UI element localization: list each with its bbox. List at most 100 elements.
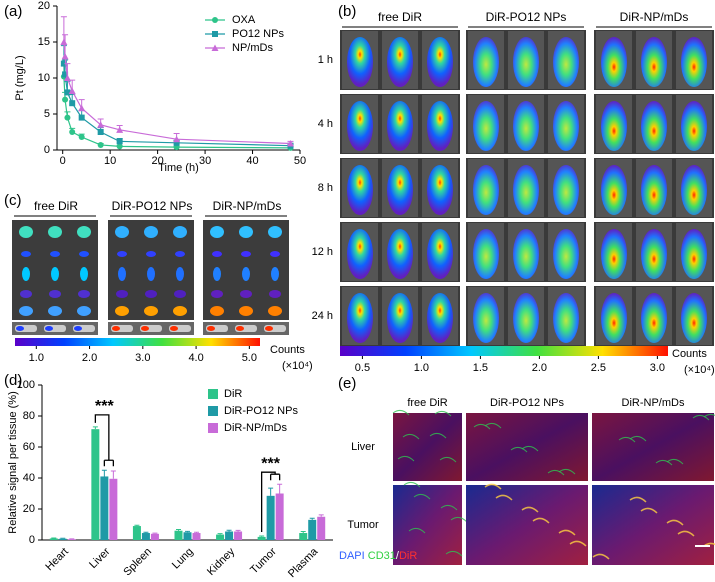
colorbar-tick-label: 3.0 — [650, 362, 665, 374]
organ — [77, 226, 91, 238]
vessel — [666, 458, 684, 465]
marker — [60, 38, 68, 45]
organ — [241, 251, 251, 257]
vessel — [703, 413, 715, 418]
y-tick-label: 0 — [29, 534, 35, 546]
vessel — [666, 519, 684, 526]
vessel — [450, 516, 468, 523]
error-bar — [217, 533, 223, 535]
x-tick-label: 40 — [246, 155, 258, 167]
organ — [240, 290, 252, 298]
group-label: DiR-NP/mDs — [620, 10, 689, 24]
bar — [308, 519, 317, 540]
stain-part: CD31 — [368, 550, 396, 562]
mouse — [601, 165, 627, 215]
tube-signal — [265, 326, 273, 331]
bar — [192, 533, 201, 540]
marker — [173, 139, 180, 146]
colorbar-tick-label: 2.5 — [591, 362, 606, 374]
x-tick-label: Plasma — [286, 545, 321, 580]
error-bar — [309, 517, 315, 520]
marker — [116, 138, 123, 145]
marker — [62, 96, 69, 103]
organ — [144, 306, 158, 316]
vessel — [655, 459, 673, 466]
vessel — [629, 496, 647, 503]
organ — [173, 306, 187, 316]
mouse — [513, 101, 539, 151]
row-label: 12 h — [312, 246, 333, 258]
group-label: DiR-NP/mDs — [213, 199, 282, 213]
error-bar — [62, 34, 69, 57]
colorbar-tick-label: 1.5 — [473, 362, 488, 374]
vessel — [402, 433, 420, 440]
panel-label: (b) — [338, 3, 356, 20]
bar — [49, 538, 58, 540]
legend-swatch — [208, 389, 218, 399]
tube-signal — [207, 326, 215, 331]
series-line — [63, 41, 291, 145]
bar — [109, 478, 118, 540]
vessel — [445, 550, 463, 557]
bar — [317, 516, 326, 540]
column-label: DiR-NP/mDs — [622, 397, 685, 409]
organ — [77, 306, 91, 316]
organ — [242, 267, 250, 281]
tube-signal — [141, 326, 149, 331]
colorbar — [15, 338, 260, 346]
error-bar — [143, 531, 149, 534]
marker — [78, 104, 86, 112]
bar — [216, 534, 225, 540]
mouse — [427, 229, 453, 279]
marker — [64, 89, 71, 96]
mouse — [601, 293, 627, 343]
organ — [239, 226, 253, 238]
organ — [48, 226, 62, 238]
x-tick-label: Lung — [170, 546, 196, 572]
row-label: Liver — [351, 441, 375, 453]
y-axis-label: Relative signal per tissue (%) — [7, 391, 19, 533]
organ — [147, 267, 155, 281]
mouse — [601, 37, 627, 87]
stain-part: / — [396, 550, 400, 562]
vessel — [392, 409, 410, 416]
mouse — [513, 229, 539, 279]
vessel — [629, 435, 647, 442]
vessel — [473, 423, 491, 430]
vessel — [439, 456, 457, 463]
vessel — [547, 469, 565, 476]
marker — [116, 143, 123, 150]
marker — [69, 129, 76, 135]
column-label: DiR-PO12 NPs — [490, 397, 564, 409]
organ — [19, 306, 33, 316]
vessel — [403, 481, 421, 488]
colorbar-unit: Counts — [672, 348, 707, 360]
marker — [97, 141, 104, 148]
x-tick-label: Heart — [43, 546, 71, 574]
colorbar-tick-label: 2.0 — [532, 362, 547, 374]
mouse — [681, 101, 707, 151]
mouse — [473, 229, 499, 279]
error-bar — [185, 530, 190, 533]
colorbar-unit: Counts — [270, 344, 305, 356]
x-tick-label: Tumor — [248, 545, 279, 576]
error-bar — [318, 514, 324, 517]
organ — [271, 267, 279, 281]
legend-label: OXA — [232, 14, 256, 26]
marker — [61, 52, 69, 60]
bar — [174, 530, 183, 540]
organ — [269, 290, 281, 298]
y-tick-label: 80 — [23, 410, 35, 422]
mouse — [641, 165, 667, 215]
tube-signal — [112, 326, 120, 331]
vessel — [558, 529, 576, 536]
x-tick-label: Kidney — [205, 545, 238, 578]
bar — [234, 531, 243, 540]
y-tick-label: 40 — [23, 472, 35, 484]
marker — [116, 126, 124, 133]
group-label: free DiR — [34, 199, 78, 213]
mouse — [387, 229, 413, 279]
vessel — [429, 432, 447, 439]
mouse — [473, 165, 499, 215]
